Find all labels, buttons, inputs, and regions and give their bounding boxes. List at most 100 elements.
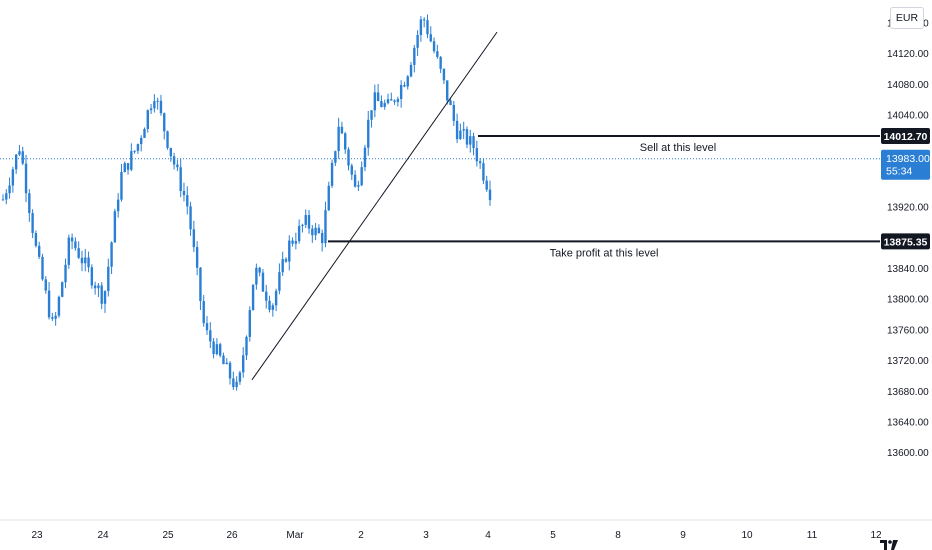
candle-body xyxy=(209,330,212,342)
price-tick-label: 13680.00 xyxy=(887,387,929,398)
candle-body xyxy=(64,264,67,283)
candle-body xyxy=(87,257,90,268)
candle-body xyxy=(159,100,163,114)
candle-body xyxy=(436,51,439,57)
candle-body xyxy=(1,199,5,201)
candle-body xyxy=(176,164,179,168)
candle-body xyxy=(215,344,219,355)
candle-body xyxy=(258,267,261,273)
candle-body xyxy=(228,362,232,379)
candle-body xyxy=(409,64,413,77)
candle-body xyxy=(472,136,475,149)
candle-body xyxy=(324,210,327,244)
trendline[interactable] xyxy=(251,31,498,381)
candle-body xyxy=(386,99,390,104)
candle-body xyxy=(281,259,284,273)
candle-body xyxy=(320,233,324,244)
sell-price-tag xyxy=(881,127,930,144)
candle-body xyxy=(113,211,117,243)
candle-body xyxy=(8,185,11,194)
candle-body xyxy=(344,133,347,150)
price-tick-label: 13640.00 xyxy=(887,418,929,429)
candle-body xyxy=(205,323,209,331)
candle-body xyxy=(311,228,314,236)
time-tick-label: 2 xyxy=(358,530,364,541)
candle-body xyxy=(47,290,51,318)
candle-body xyxy=(110,242,113,267)
candle-body xyxy=(268,300,271,310)
time-tick-label: 10 xyxy=(741,530,753,541)
candle-body xyxy=(146,110,149,129)
candle-body xyxy=(367,119,370,148)
candle-body xyxy=(383,103,386,107)
candle-body xyxy=(44,279,47,291)
candle-body xyxy=(77,248,80,258)
candle-body xyxy=(28,193,31,214)
candle-body xyxy=(288,240,291,262)
candle-body xyxy=(212,341,215,355)
candle-body xyxy=(232,378,235,388)
price-tick-label: 13760.00 xyxy=(887,325,929,336)
horizontal-levels[interactable]: Sell at this level 14012.70 Take profit at… xyxy=(328,127,930,259)
candle-body xyxy=(426,20,429,35)
candle-body xyxy=(475,148,479,162)
candle-body xyxy=(186,195,189,207)
time-tick-label: 24 xyxy=(97,530,109,541)
candle-body xyxy=(353,174,357,187)
candle-body xyxy=(80,257,84,264)
candle-body xyxy=(291,240,294,244)
candle-body xyxy=(163,113,166,132)
candle-body xyxy=(238,372,242,382)
take-profit-price-tag xyxy=(881,233,930,250)
candle-body xyxy=(11,169,15,186)
candle-body xyxy=(462,129,465,131)
candle-body xyxy=(422,19,426,21)
candle-body xyxy=(482,163,485,181)
candle-body xyxy=(478,161,482,164)
candle-series xyxy=(1,14,492,391)
candle-body xyxy=(218,344,222,356)
candle-body xyxy=(363,147,367,168)
time-tick-label: 23 xyxy=(31,530,43,541)
candle-body xyxy=(123,163,126,173)
candle-body xyxy=(446,80,449,101)
candle-body xyxy=(429,34,432,42)
candle-body xyxy=(222,355,225,365)
candle-body xyxy=(360,167,363,186)
price-tick-label: 14120.00 xyxy=(887,49,929,60)
candle-body xyxy=(294,241,298,244)
candle-body xyxy=(399,84,403,100)
price-tick-label: 14080.00 xyxy=(887,80,929,91)
candle-body xyxy=(393,100,396,102)
candle-body xyxy=(133,150,136,152)
candle-body xyxy=(488,189,492,201)
candle-body xyxy=(140,137,143,145)
candle-body xyxy=(90,267,94,286)
candle-body xyxy=(251,284,255,311)
current-price-label: 13983.00 xyxy=(886,153,930,165)
candle-body xyxy=(370,110,373,120)
candle-body xyxy=(126,163,130,170)
candle-body xyxy=(390,99,393,101)
tradingview-logo-icon xyxy=(880,540,898,550)
candle-body xyxy=(67,237,71,265)
candle-body xyxy=(416,34,419,48)
candle-body xyxy=(330,162,334,186)
candle-body xyxy=(261,272,265,292)
price-tick-label: 13920.00 xyxy=(887,203,929,214)
candle-body xyxy=(199,267,202,302)
candle-body xyxy=(192,229,196,248)
candle-body xyxy=(469,136,472,145)
candle-body xyxy=(327,185,330,211)
currency-badge[interactable]: EUR xyxy=(890,7,924,29)
candle-body xyxy=(455,120,459,140)
take-profit-price-label: 13875.35 xyxy=(884,236,928,248)
time-axis[interactable]: 23 24 25 26 Mar 2 3 4 5 8 9 10 11 12 xyxy=(31,530,882,541)
time-tick-label: Mar xyxy=(286,530,304,541)
candle-body xyxy=(485,180,488,190)
candle-body xyxy=(419,19,423,35)
candle-body xyxy=(373,92,377,111)
candle-body xyxy=(307,215,311,229)
